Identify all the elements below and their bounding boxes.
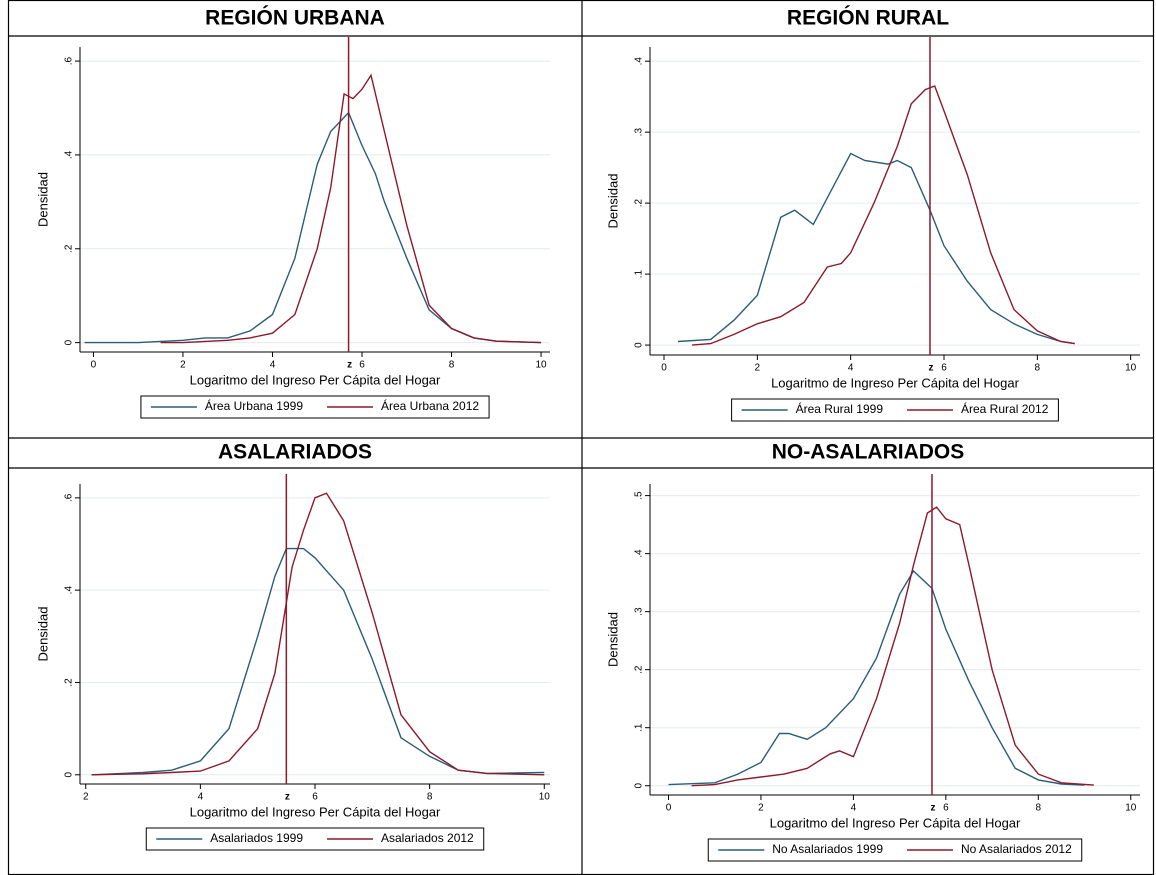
y-tick-label: 0 bbox=[64, 339, 75, 345]
legend: No Asalariados 1999 No Asalariados 2012 bbox=[707, 838, 1083, 862]
x-tick-label: 2 bbox=[758, 803, 764, 814]
threshold-label: z bbox=[929, 363, 934, 374]
plot-area bbox=[80, 47, 550, 352]
y-tick-label: .4 bbox=[634, 57, 645, 66]
x-tick-label: 8 bbox=[449, 360, 455, 371]
legend-box bbox=[707, 838, 1083, 862]
legend-label: Asalariados 1999 bbox=[210, 831, 303, 845]
y-axis-label: Densidad bbox=[35, 172, 50, 227]
x-tick-label: 4 bbox=[270, 360, 276, 371]
panel-title: ASALARIADOS bbox=[218, 441, 372, 464]
series-line bbox=[91, 547, 545, 776]
x-axis-label: Logaritmo de Ingreso Per Cápita del Hoga… bbox=[771, 375, 1020, 390]
panel-title: REGIÓN URBANA bbox=[205, 6, 385, 30]
y-tick-label: .4 bbox=[64, 586, 75, 595]
x-tick-label: 4 bbox=[851, 803, 857, 814]
y-tick-label: 0 bbox=[64, 772, 75, 778]
y-axis-label: Densidad bbox=[605, 612, 620, 667]
x-tick-label: 4 bbox=[848, 363, 854, 374]
series-line bbox=[691, 506, 1094, 787]
x-tick-label: 10 bbox=[1125, 363, 1137, 374]
series-line bbox=[91, 492, 545, 776]
y-tick-label: .2 bbox=[64, 244, 75, 253]
y-tick-label: .6 bbox=[64, 493, 75, 502]
threshold-label: z bbox=[285, 792, 290, 803]
x-tick-label: 6 bbox=[359, 360, 365, 371]
x-axis-label: Logaritmo del Ingreso Per Cápita del Hog… bbox=[190, 804, 441, 819]
x-axis-label: Logaritmo del Ingreso Per Cápita del Hog… bbox=[770, 815, 1021, 830]
x-tick-label: 6 bbox=[943, 803, 949, 814]
legend-label: Área Urbana 2012 bbox=[381, 398, 479, 413]
x-tick-label: 6 bbox=[941, 363, 947, 374]
legend-box bbox=[731, 398, 1059, 422]
threshold-label: z bbox=[930, 803, 935, 814]
legend-box bbox=[145, 827, 485, 851]
plot-area bbox=[650, 47, 1140, 355]
legend-box bbox=[140, 395, 490, 419]
panel-title: REGIÓN RURAL bbox=[787, 6, 949, 30]
x-tick-label: 2 bbox=[755, 363, 761, 374]
y-tick-label: .6 bbox=[64, 56, 75, 65]
x-tick-label: 10 bbox=[539, 792, 551, 803]
series-line bbox=[160, 73, 542, 344]
x-tick-label: 10 bbox=[1125, 803, 1137, 814]
y-tick-label: .3 bbox=[634, 607, 645, 616]
y-tick-label: .1 bbox=[634, 723, 645, 732]
x-tick-label: 6 bbox=[312, 792, 318, 803]
x-tick-label: 2 bbox=[180, 360, 186, 371]
legend: Área Urbana 1999 Área Urbana 2012 bbox=[140, 395, 490, 419]
x-tick-label: 2 bbox=[83, 792, 89, 803]
x-tick-label: 8 bbox=[1036, 803, 1042, 814]
x-tick-label: 10 bbox=[535, 360, 547, 371]
legend: Asalariados 1999 Asalariados 2012 bbox=[145, 827, 485, 851]
x-axis-label: Logaritmo del Ingreso Per Cápita del Hog… bbox=[190, 372, 441, 387]
x-tick-label: 0 bbox=[666, 803, 672, 814]
x-tick-label: 8 bbox=[427, 792, 433, 803]
y-tick-label: 0 bbox=[634, 782, 645, 788]
x-tick-label: 0 bbox=[91, 360, 97, 371]
series-line bbox=[691, 85, 1075, 346]
x-tick-label: 4 bbox=[198, 792, 204, 803]
legend: Área Rural 1999 Área Rural 2012 bbox=[731, 398, 1059, 422]
threshold-label: z bbox=[347, 360, 352, 371]
y-axis-label: Densidad bbox=[605, 174, 620, 229]
legend-label: Área Rural 2012 bbox=[961, 401, 1049, 416]
y-tick-label: 0 bbox=[634, 342, 645, 348]
y-axis-label: Densidad bbox=[35, 607, 50, 662]
panel-title: NO-ASALARIADOS bbox=[772, 441, 965, 464]
legend-label: No Asalariados 1999 bbox=[772, 842, 883, 856]
legend-label: Asalariados 2012 bbox=[381, 831, 474, 845]
legend-label: Área Rural 1999 bbox=[796, 401, 884, 416]
series-line bbox=[677, 152, 1075, 345]
y-tick-label: .2 bbox=[64, 678, 75, 687]
y-tick-label: .4 bbox=[634, 549, 645, 558]
y-tick-label: .4 bbox=[64, 150, 75, 159]
y-tick-label: .1 bbox=[634, 269, 645, 278]
chart: NO-ASALARIADOS 0 .1 .2 .3 .4 .5 0 2 4 6 8 10 zLogarit… bbox=[605, 441, 1140, 862]
y-tick-label: .5 bbox=[634, 491, 645, 500]
y-tick-label: .3 bbox=[634, 128, 645, 137]
legend-label: No Asalariados 2012 bbox=[961, 842, 1072, 856]
y-tick-label: .2 bbox=[634, 199, 645, 208]
x-tick-label: 8 bbox=[1035, 363, 1041, 374]
series-line bbox=[668, 569, 1085, 786]
plot-area bbox=[80, 484, 550, 784]
y-tick-label: .2 bbox=[634, 665, 645, 674]
x-tick-label: 0 bbox=[661, 363, 667, 374]
legend-label: Área Urbana 1999 bbox=[205, 398, 303, 413]
